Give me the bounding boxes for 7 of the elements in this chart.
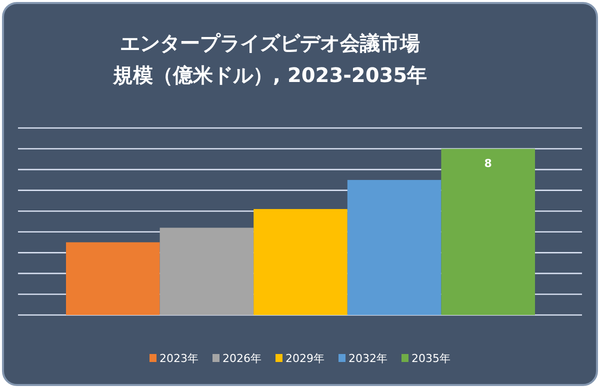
legend-label: 2032年 (348, 352, 388, 365)
legend-label: 2023年 (160, 352, 198, 365)
legend-label: 2029年 (286, 352, 324, 365)
data-label: 8 (484, 156, 492, 170)
chart-title: エンタープライズビデオ会議市場規模（億米ドル）, 2023-2035年 (112, 31, 428, 87)
legend-label: 2026年 (222, 352, 262, 365)
legend-label: 2035年 (412, 352, 450, 365)
